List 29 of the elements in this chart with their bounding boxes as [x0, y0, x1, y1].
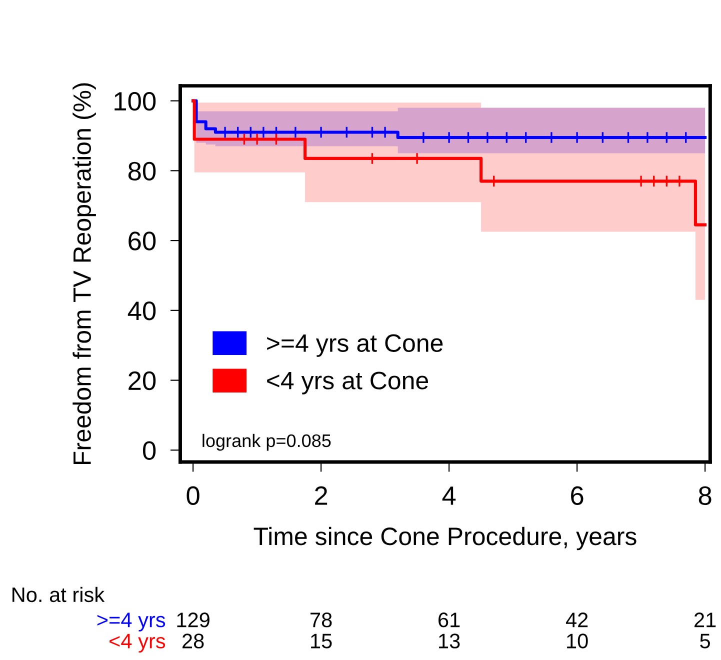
y-tick-label: 20 — [128, 371, 156, 390]
annotation: logrank p=0.085 — [202, 434, 331, 451]
text: 129 — [177, 612, 210, 628]
text: 5 — [700, 634, 710, 648]
y-tick-label: 40 — [128, 302, 156, 320]
x-tick-label: 2 — [315, 486, 328, 505]
legend-label: <4 yrs at Cone — [267, 372, 428, 394]
y-tick-label: 100 — [114, 92, 156, 111]
legend-label: >=4 yrs at Cone — [267, 334, 443, 357]
text: 61 — [438, 612, 460, 628]
x-tick-label: 0 — [186, 486, 200, 505]
y-axis-title: Freedom from TV Reoperation (%) — [72, 83, 96, 464]
text: 78 — [310, 612, 332, 628]
x-axis-title: Time since Cone Procedure, years — [254, 526, 636, 550]
text: >=4 yrs — [97, 612, 166, 632]
y-tick-label: 0 — [142, 441, 156, 460]
text: 21 — [694, 612, 716, 628]
text: 15 — [311, 634, 332, 648]
x-tick-label: 6 — [571, 486, 584, 505]
text: 28 — [182, 634, 204, 648]
text: 13 — [439, 634, 460, 648]
y-tick-label: 60 — [128, 232, 156, 250]
text: <4 yrs — [110, 634, 166, 653]
x-tick-label: 4 — [442, 486, 456, 505]
text: 10 — [567, 634, 588, 648]
y-tick-label: 80 — [128, 162, 156, 180]
text: No. at risk — [12, 586, 105, 602]
text: 42 — [566, 612, 588, 628]
x-tick-label: 8 — [698, 486, 712, 505]
